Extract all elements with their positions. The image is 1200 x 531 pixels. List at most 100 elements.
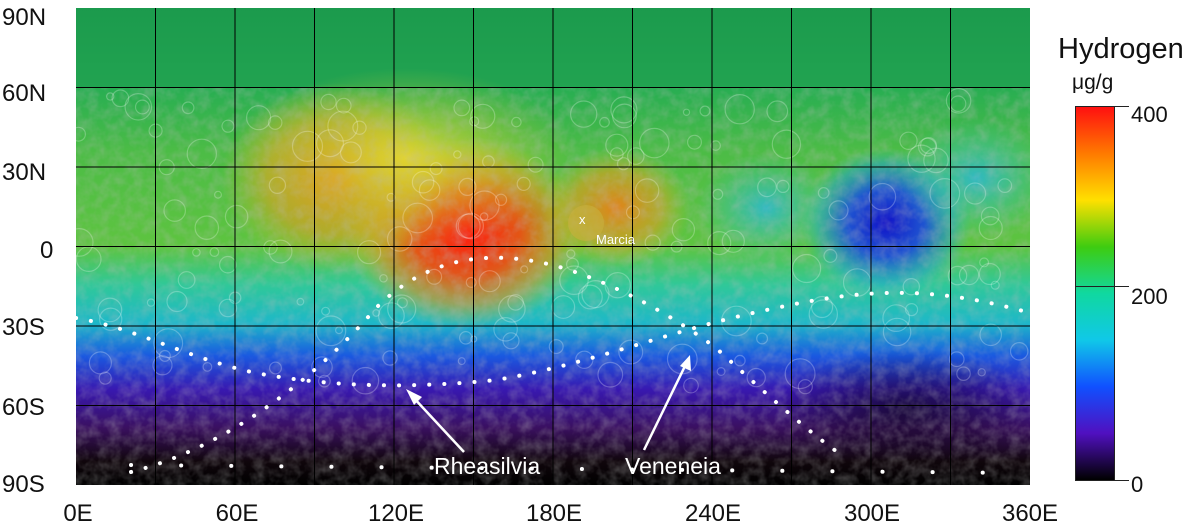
crater xyxy=(502,332,520,350)
crater xyxy=(551,295,576,319)
crater xyxy=(320,93,337,111)
crater xyxy=(766,100,789,123)
crater xyxy=(194,215,220,240)
crater xyxy=(402,202,434,234)
colorbar-tick-label-max: 400 xyxy=(1131,102,1168,127)
crater xyxy=(181,101,195,115)
crater xyxy=(559,265,589,295)
crater xyxy=(724,93,755,125)
crater xyxy=(470,103,496,129)
crater xyxy=(457,212,484,240)
crater xyxy=(111,89,130,108)
crater xyxy=(317,374,331,388)
crater xyxy=(457,357,466,366)
crater xyxy=(597,361,624,388)
colorbar-tick-label-min: 0 xyxy=(1131,472,1144,497)
lat-label-60s: 60S xyxy=(2,394,45,421)
lat-label-30n: 30N xyxy=(2,159,47,186)
crater xyxy=(618,339,644,365)
crater xyxy=(209,247,220,258)
crater xyxy=(1009,341,1029,361)
crater xyxy=(479,212,489,221)
crater xyxy=(978,262,1001,286)
crater xyxy=(166,290,188,313)
crater xyxy=(919,137,937,155)
crater xyxy=(494,193,508,206)
crater xyxy=(581,280,610,309)
crater-layer xyxy=(76,88,1029,395)
crater xyxy=(458,330,473,345)
crater xyxy=(387,294,417,324)
crater xyxy=(699,105,711,117)
crater xyxy=(493,316,518,342)
lat-label-90s: 90S xyxy=(2,471,45,498)
crater xyxy=(386,226,413,252)
crater xyxy=(644,234,661,251)
crater xyxy=(296,297,305,306)
crater xyxy=(192,248,201,257)
crater xyxy=(311,356,333,378)
crater xyxy=(163,199,186,222)
crater xyxy=(686,134,702,150)
crater xyxy=(907,144,936,173)
crater xyxy=(291,130,324,162)
crater xyxy=(990,280,1000,290)
crater xyxy=(267,115,283,130)
crater xyxy=(612,103,637,129)
crater xyxy=(797,379,813,395)
crater xyxy=(269,361,283,375)
crater xyxy=(268,239,293,264)
crater xyxy=(997,178,1013,194)
lon-label-120e: 120E xyxy=(367,500,425,527)
crater xyxy=(868,182,897,211)
marcia-crater xyxy=(568,205,604,241)
crater xyxy=(707,231,732,256)
crater xyxy=(577,284,603,310)
crater xyxy=(152,355,173,376)
crater xyxy=(76,126,86,142)
crater xyxy=(106,92,115,101)
crater xyxy=(757,177,777,198)
crater xyxy=(498,295,526,323)
crater xyxy=(146,298,156,307)
crater xyxy=(756,332,769,345)
veneneia-arrow xyxy=(642,355,691,451)
crater xyxy=(453,150,462,159)
crater xyxy=(478,270,501,293)
crater xyxy=(902,278,921,296)
crater xyxy=(124,93,153,121)
crater xyxy=(721,229,745,253)
lat-label-0: 0 xyxy=(40,237,54,264)
crater xyxy=(963,182,987,205)
crater xyxy=(610,96,638,124)
crater xyxy=(979,323,1002,347)
crater xyxy=(221,119,235,133)
crater xyxy=(76,228,94,257)
crater xyxy=(507,294,524,311)
crater xyxy=(268,176,287,194)
crater xyxy=(453,99,471,117)
crater xyxy=(828,200,849,221)
crater xyxy=(929,177,961,209)
crater xyxy=(352,120,367,135)
crater xyxy=(918,137,937,157)
crater xyxy=(609,147,624,162)
crater xyxy=(339,141,362,164)
crater xyxy=(218,298,238,318)
crater xyxy=(214,190,223,199)
rheasilvia-arrow xyxy=(406,389,465,453)
crater xyxy=(158,349,171,362)
crater xyxy=(177,271,196,289)
crater xyxy=(605,133,629,157)
crater xyxy=(469,190,500,221)
crater xyxy=(599,116,610,128)
crater xyxy=(638,127,670,159)
crater xyxy=(246,105,272,131)
crater xyxy=(616,157,631,171)
crater xyxy=(823,248,838,263)
lat-label-60n: 60N xyxy=(2,80,47,107)
crater xyxy=(784,358,816,390)
crater xyxy=(224,204,249,229)
marcia-label: Marcia xyxy=(596,232,636,247)
crater xyxy=(263,240,278,255)
